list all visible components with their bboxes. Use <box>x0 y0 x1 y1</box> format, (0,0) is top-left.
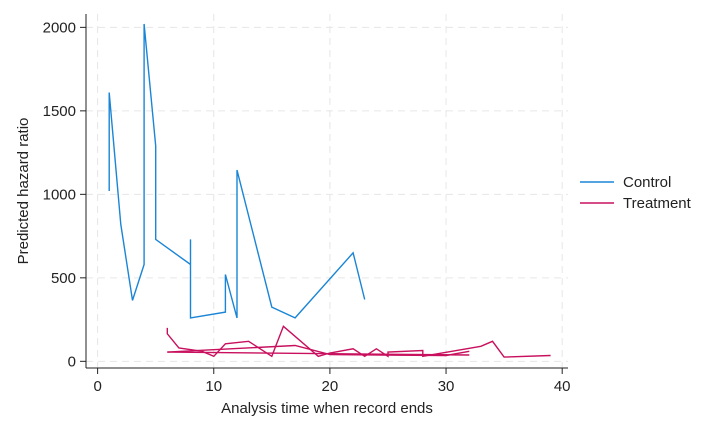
x-tick-label: 40 <box>554 378 571 395</box>
tick-labels: 0 10 20 30 40 0 500 1000 1500 2000 <box>43 19 571 395</box>
series-group <box>108 23 551 358</box>
y-tick-label: 0 <box>68 353 76 370</box>
x-tick-label: 0 <box>93 378 101 395</box>
x-axis-title: Analysis time when record ends <box>221 400 433 417</box>
series-line-treatment-1 <box>166 325 551 358</box>
legend: Control Treatment <box>580 174 692 212</box>
legend-label: Treatment <box>623 195 692 212</box>
series-line-treatment-3 <box>167 351 470 356</box>
y-tick-label: 2000 <box>43 19 76 36</box>
x-tick-label: 20 <box>322 378 339 395</box>
y-tick-label: 1500 <box>43 103 76 120</box>
series-line-treatment-2 <box>167 344 470 357</box>
grid <box>86 14 568 368</box>
x-tick-label: 30 <box>438 378 455 395</box>
legend-label: Control <box>623 174 671 191</box>
y-tick-label: 500 <box>51 270 76 287</box>
axes <box>85 14 568 369</box>
y-axis-title: Predicted hazard ratio <box>15 118 32 265</box>
series-line-control-0 <box>108 23 366 319</box>
x-tick-label: 10 <box>205 378 222 395</box>
y-tick-label: 1000 <box>43 186 76 203</box>
